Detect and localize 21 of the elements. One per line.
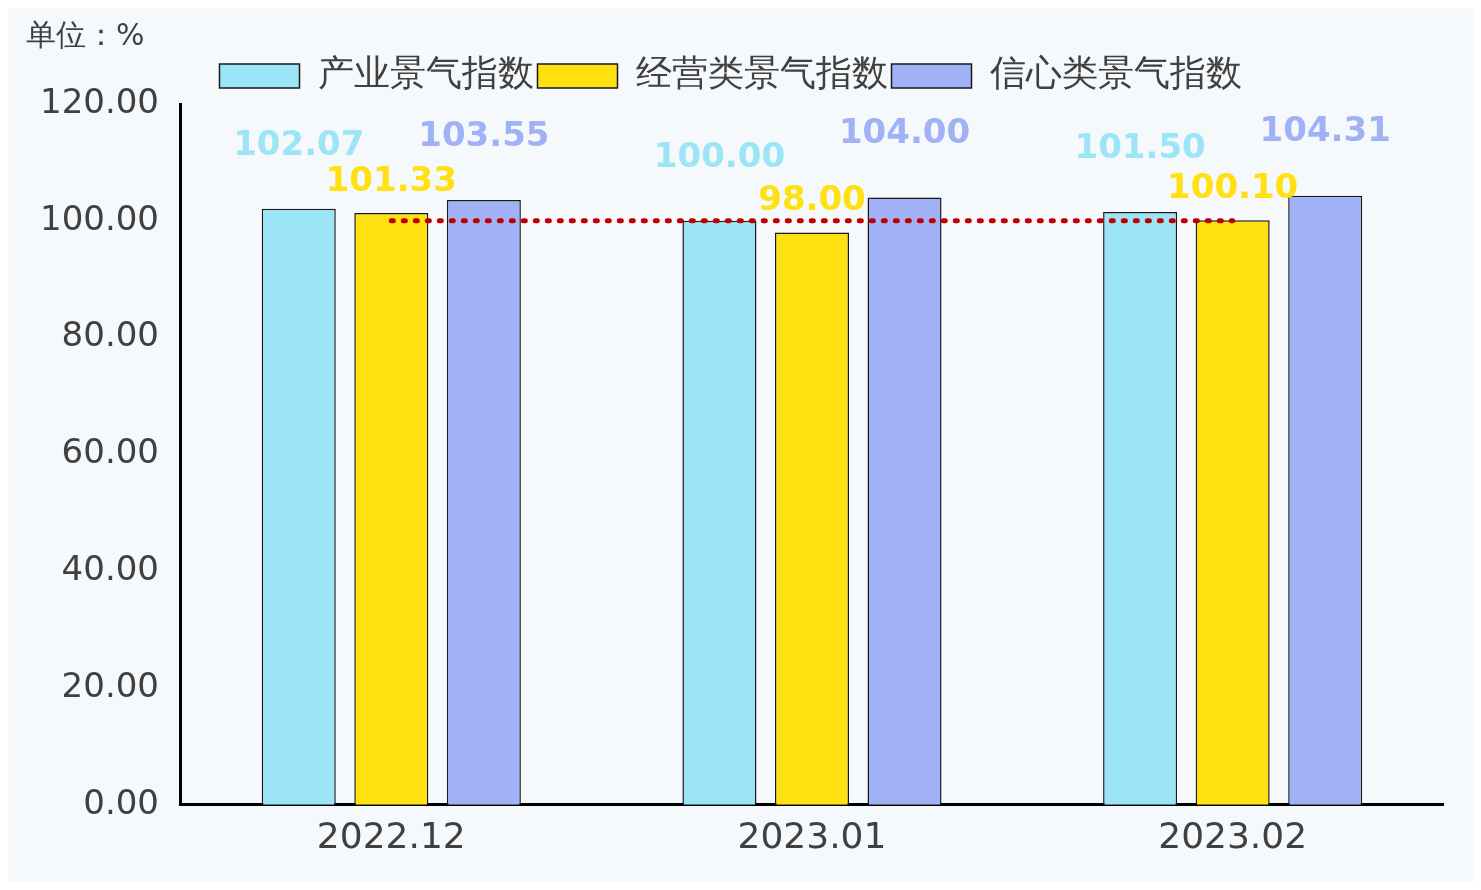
data-label: 104.31 [1259,109,1391,150]
legend-label: 经营类景气指数 [635,52,888,94]
x-tick-label: 2023.02 [1158,814,1308,856]
data-label: 104.00 [838,111,971,152]
y-tick-label: 100.00 [40,197,159,238]
x-tick-label: 2023.01 [737,814,887,856]
legend-label: 产业景气指数 [317,52,534,94]
data-label: 100.00 [653,134,786,175]
y-tick-label: 60.00 [61,431,159,472]
data-label: 100.10 [1167,166,1299,207]
data-label: 103.55 [418,113,550,154]
y-tick-label: 120.00 [40,80,159,121]
y-tick-label: 0.00 [83,781,159,822]
data-label: 101.50 [1074,125,1206,166]
y-tick-label: 20.00 [61,664,159,705]
legend-label: 信心类景气指数 [989,52,1242,94]
y-tick-label: 40.00 [61,548,159,589]
y-tick-label: 80.00 [61,314,159,355]
y-axis-title: 单位：% [26,16,145,52]
x-tick-label: 2022.12 [316,814,466,856]
data-label: 98.00 [758,178,866,219]
